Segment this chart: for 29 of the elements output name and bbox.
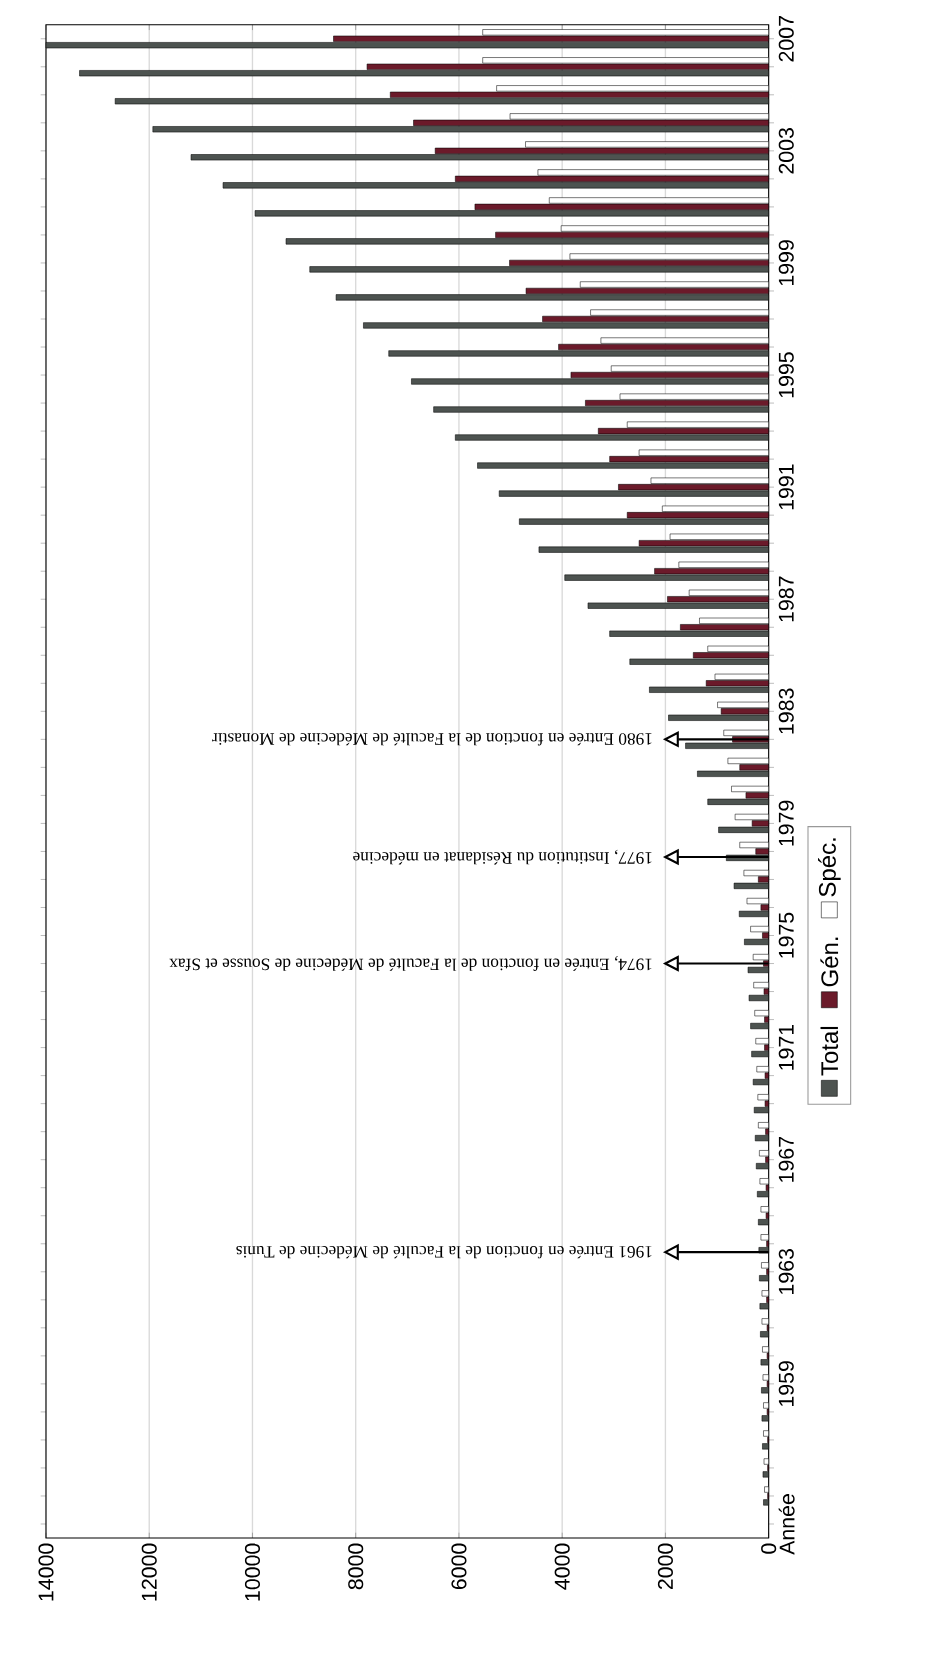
y-tick-label: 1999 — [778, 240, 794, 286]
y-tick-label: 1979 — [778, 800, 794, 846]
legend-label: Gén. — [820, 937, 839, 987]
y-tick-label: 1991 — [778, 464, 794, 510]
y-tick-label: 1995 — [778, 352, 794, 398]
text: Total — [820, 1026, 839, 1076]
y-tick-label: 2003 — [778, 128, 794, 174]
x-tick-label: 4000 — [554, 1543, 570, 1590]
y-tick-label: 1971 — [778, 1024, 794, 1070]
y-tick-label: 1975 — [778, 912, 794, 958]
y-tick-label: 1983 — [778, 688, 794, 734]
annotation: 1974, Entrée en fonction de la Faculté de Médecine de Sousse et Sfax — [169, 956, 652, 971]
legend-label: Spéc. — [818, 838, 841, 897]
y-tick-label: 1959 — [778, 1361, 794, 1406]
annotation: 1977, Institution du Résidanat en médecine — [353, 849, 652, 865]
x-tick-label: 14000 — [38, 1543, 54, 1601]
x-tick-label: 8000 — [348, 1543, 364, 1590]
x-tick-label: 6000 — [451, 1543, 467, 1590]
x-tick-label: 2000 — [657, 1543, 673, 1590]
y-tick-label: 1967 — [778, 1137, 794, 1182]
y-tick-label: 2007 — [778, 16, 794, 62]
x-tick-label: 12000 — [141, 1543, 157, 1601]
annotation: 1961 Entrée en fonction de la Faculté de Médecine de Tunis — [236, 1245, 652, 1259]
x-tick-label: 10000 — [244, 1543, 261, 1601]
y-tick-label: Année — [778, 1494, 795, 1555]
annotation: 1980 Entrée en fonction de la Faculté de Médecine de Monastir — [212, 733, 652, 746]
x-tick-label: 0 — [761, 1543, 777, 1554]
y-tick-label: 1987 — [778, 576, 794, 622]
y-tick-label: 1963 — [778, 1249, 794, 1294]
